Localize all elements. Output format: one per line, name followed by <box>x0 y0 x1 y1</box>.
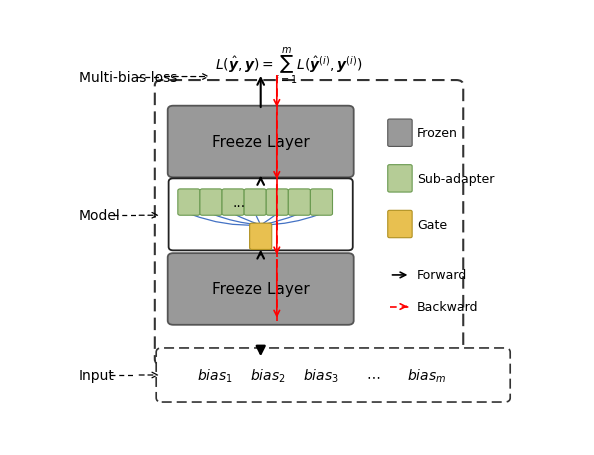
Text: Freeze Layer: Freeze Layer <box>212 282 309 297</box>
FancyBboxPatch shape <box>388 165 412 192</box>
FancyBboxPatch shape <box>266 189 288 216</box>
FancyBboxPatch shape <box>244 189 266 216</box>
FancyBboxPatch shape <box>178 189 200 216</box>
Text: ...: ... <box>232 196 245 210</box>
Text: $L(\hat{\boldsymbol{y}}, \boldsymbol{y}) = \sum_{i=1}^{m} L(\hat{\boldsymbol{y}}: $L(\hat{\boldsymbol{y}}, \boldsymbol{y})… <box>214 45 362 86</box>
Text: $bias_m$: $bias_m$ <box>407 366 446 384</box>
Text: $bias_2$: $bias_2$ <box>250 366 285 384</box>
FancyBboxPatch shape <box>222 189 244 216</box>
FancyBboxPatch shape <box>156 348 510 402</box>
Text: Frozen: Frozen <box>417 127 458 140</box>
Text: Backward: Backward <box>417 300 479 313</box>
FancyBboxPatch shape <box>249 224 271 250</box>
FancyBboxPatch shape <box>388 211 412 238</box>
Text: Model: Model <box>79 209 121 223</box>
Text: $\cdots$: $\cdots$ <box>366 368 381 382</box>
Text: $bias_3$: $bias_3$ <box>303 366 339 384</box>
Text: $bias_1$: $bias_1$ <box>197 366 232 384</box>
FancyBboxPatch shape <box>169 179 353 251</box>
FancyBboxPatch shape <box>155 81 463 364</box>
Text: Input: Input <box>79 368 115 382</box>
FancyBboxPatch shape <box>311 189 333 216</box>
FancyBboxPatch shape <box>168 253 353 325</box>
Text: Freeze Layer: Freeze Layer <box>212 135 309 150</box>
FancyBboxPatch shape <box>288 189 311 216</box>
Text: Multi-bias loss: Multi-bias loss <box>79 71 177 84</box>
FancyBboxPatch shape <box>200 189 222 216</box>
Text: Forward: Forward <box>417 269 467 282</box>
FancyBboxPatch shape <box>168 106 353 178</box>
FancyBboxPatch shape <box>388 120 412 147</box>
Text: Sub-adapter: Sub-adapter <box>417 172 495 186</box>
Text: Gate: Gate <box>417 218 447 231</box>
